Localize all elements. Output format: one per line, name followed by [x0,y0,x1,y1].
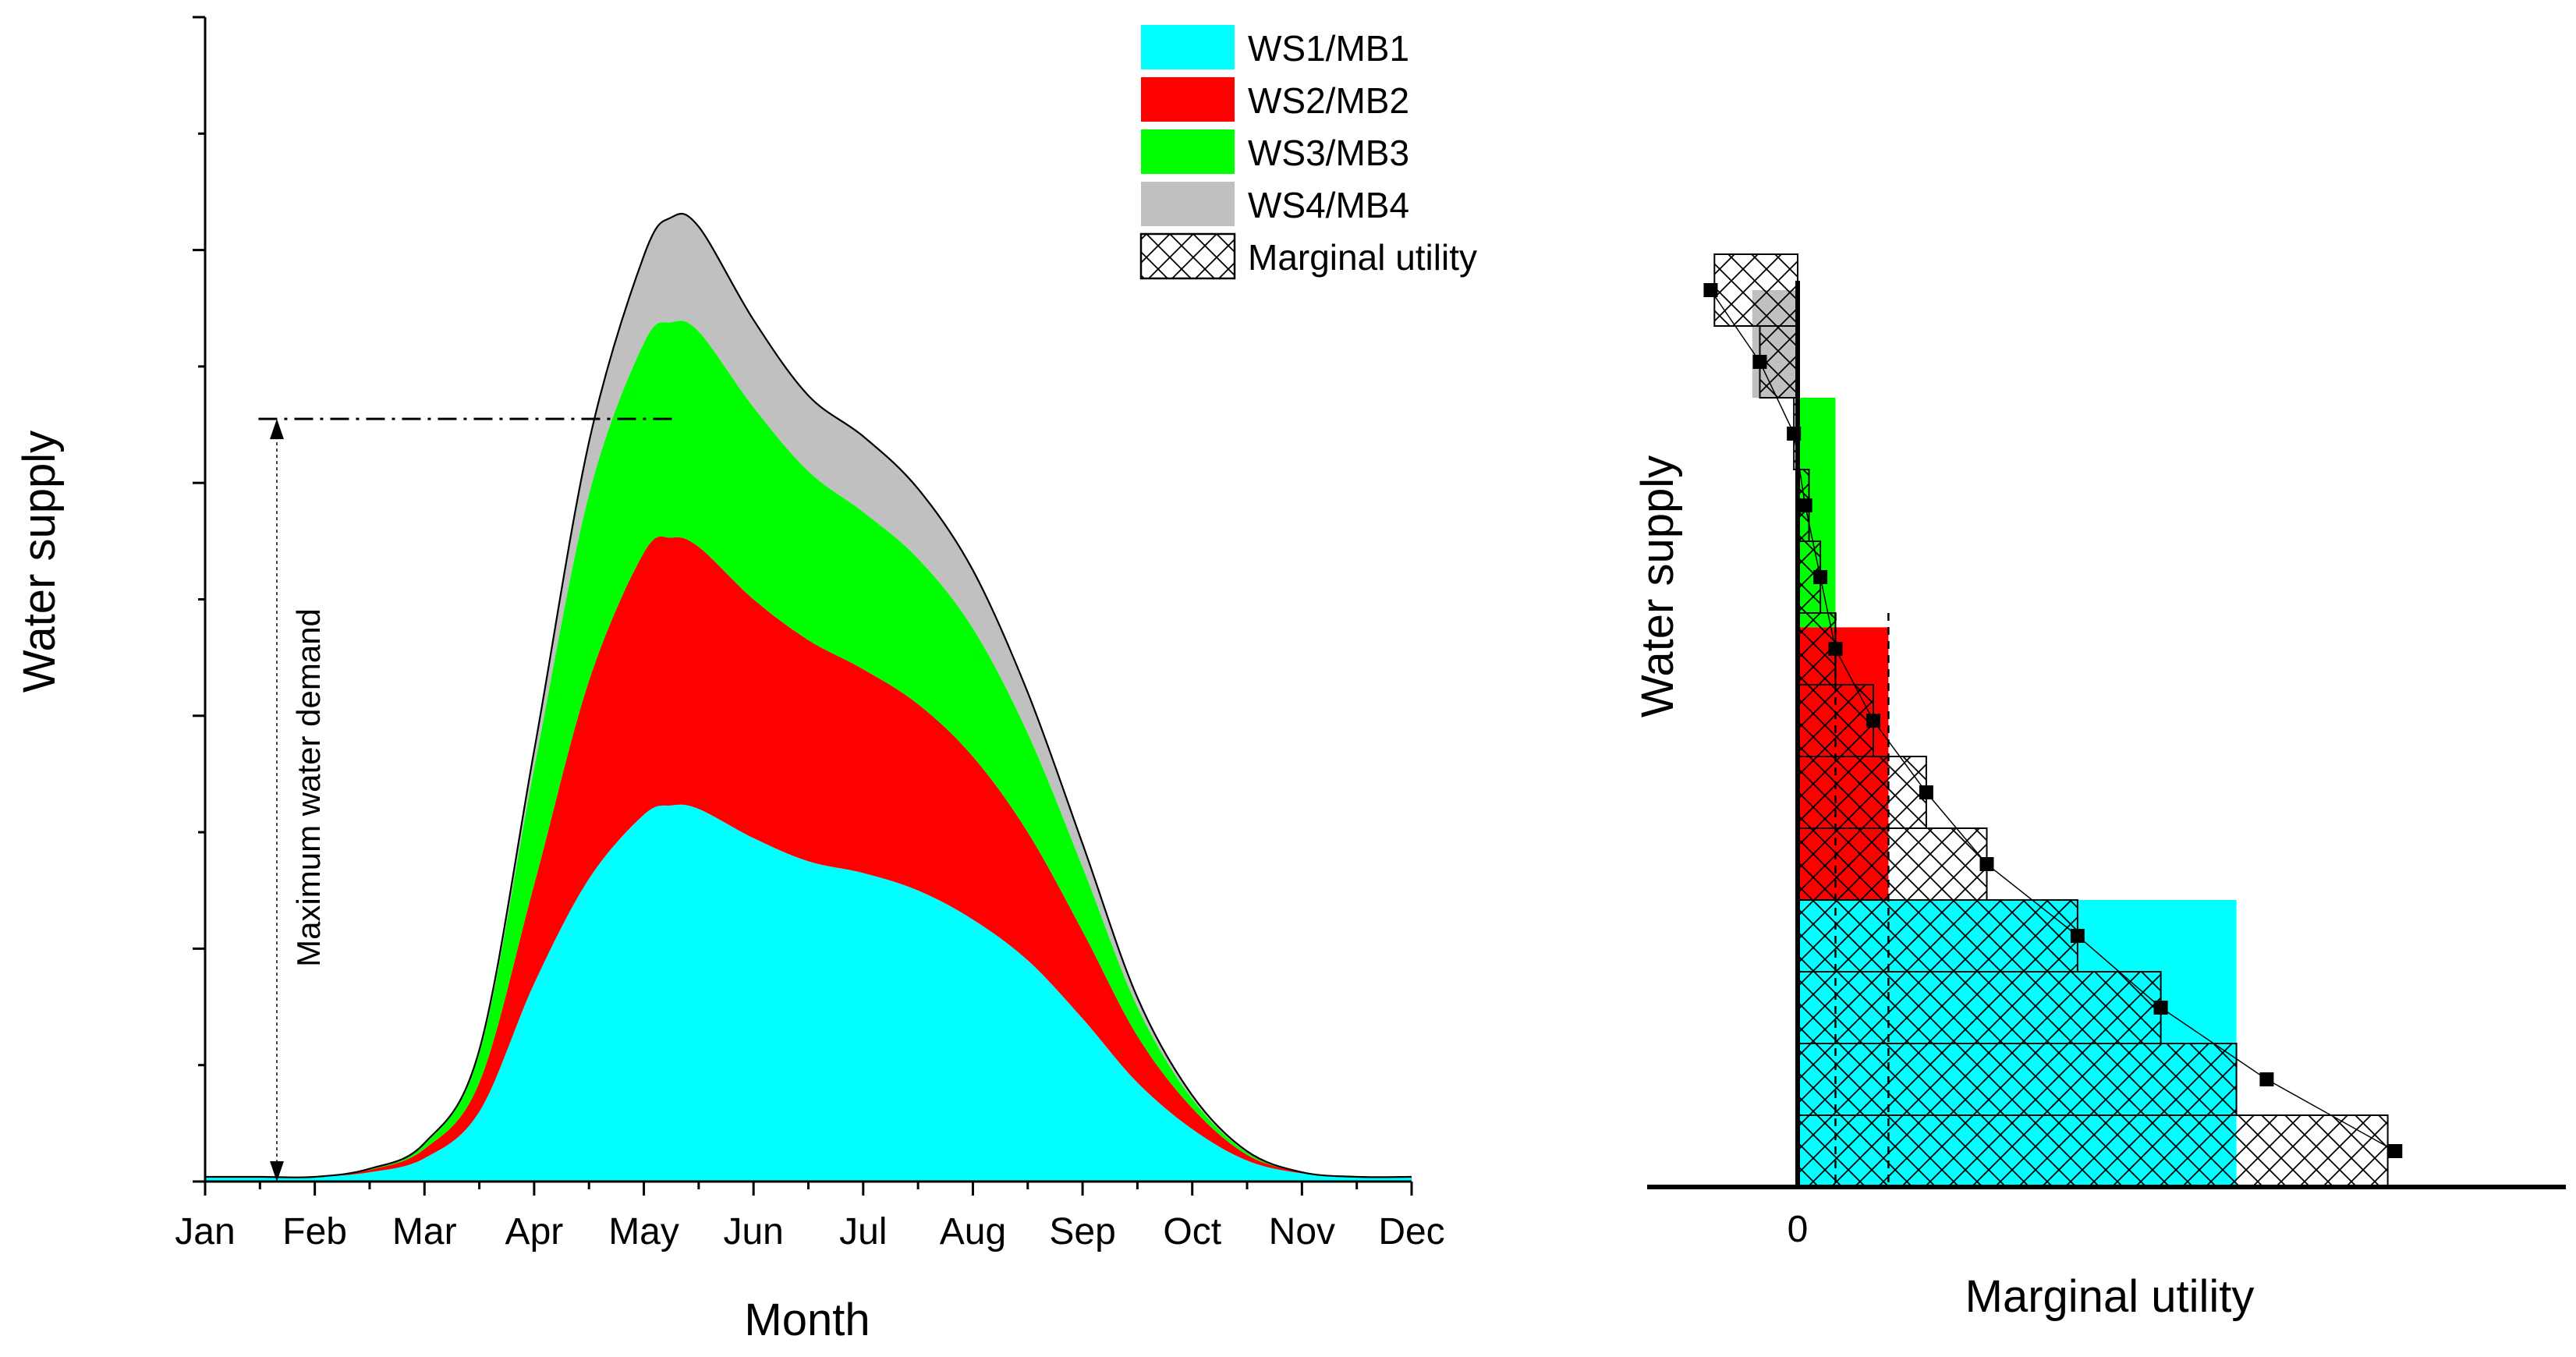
legend-swatch-ws3-mb3 [1141,129,1235,174]
legend-label: WS3/MB3 [1248,133,1409,173]
month-tick-labels: Jan Feb Mar Apr May Jun Jul Aug Sep Oct Nov Dec [175,1211,1444,1252]
utility-step [1713,253,1799,327]
legend: WS1/MB1 WS2/MB2 WS3/MB3 WS4/MB4 Marginal uti… [1139,25,1477,280]
max-demand-label: Maximum water demand [290,608,327,967]
legend-swatch-ws4-mb4 [1141,182,1235,226]
utility-point [1752,355,1767,369]
demand-arrow-head-bottom [270,1161,284,1182]
utility-step [1797,827,1988,901]
area-ws3-mb3 [205,321,1412,1178]
x-tick-label: Jun [723,1211,783,1252]
area-ws4-mb4 [205,213,1412,1178]
utility-point [1798,498,1812,512]
x-tick-label: Sep [1049,1211,1115,1252]
area-ws2-mb2 [205,536,1412,1178]
legend-swatch-ws2-mb2 [1141,77,1235,122]
utility-step [1797,971,2162,1044]
utility-point [1828,642,1843,656]
left-axes [193,16,1413,1196]
x-tick-label: Mar [392,1211,457,1252]
x-tick-label: Aug [940,1211,1006,1252]
utility-step [1797,756,1927,829]
total-supply-outline [204,212,1412,1178]
utility-point [2153,1001,2168,1015]
x-axis-label-right: Marginal utility [1965,1271,2255,1322]
utility-point [1979,857,1994,871]
x-tick-label: Jan [175,1211,235,1252]
x-tick-label: Oct [1163,1211,1221,1252]
legend-label: Marginal utility [1248,237,1477,278]
x-tick-label: Jul [839,1211,887,1252]
x-tick-label-zero: 0 [1788,1209,1809,1250]
max-demand-annotation [258,417,677,1182]
legend-swatch-marginal-utility [1139,232,1236,280]
x-tick-label: May [608,1211,679,1252]
legend-label: WS1/MB1 [1248,28,1409,69]
utility-point [1813,570,1828,584]
utility-step [1797,1043,2238,1116]
right-axes [1647,281,2566,1189]
x-tick-label: Dec [1378,1211,1444,1252]
utility-point [2070,929,2085,943]
utility-step [1797,1114,2389,1188]
utility-point [2388,1144,2403,1158]
y-axis-label-right: Water supply [1632,455,1683,717]
utility-points [1703,283,2403,1158]
x-tick-label: Apr [505,1211,564,1252]
y-axis-label: Water supply [14,430,65,693]
x-axis-label: Month [744,1295,870,1345]
utility-point [1866,714,1880,728]
dashed-markers [1834,613,1890,1187]
x-tick-label: Nov [1269,1211,1335,1252]
legend-label: WS4/MB4 [1248,185,1409,225]
utility-point [2259,1072,2274,1086]
x-tick-label: Feb [282,1211,347,1252]
legend-label: WS2/MB2 [1248,80,1409,121]
area-layers [204,212,1412,1182]
stacked-area-chart: Jan Feb Mar Apr May Jun Jul Aug Sep Oct Nov Dec Mon… [14,16,1445,1345]
area-ws1-mb1 [205,804,1412,1182]
marginal-utility-chart: 0 Marginal utility Water supply [1632,253,2566,1322]
demand-arrow-head-top [270,419,284,440]
utility-step [1797,540,1822,614]
utility-point [1703,283,1718,297]
utility-steps [1713,253,2389,1188]
utility-point [1919,785,1933,799]
legend-swatch-ws1-mb1 [1141,25,1235,69]
utility-step [1797,899,2078,973]
